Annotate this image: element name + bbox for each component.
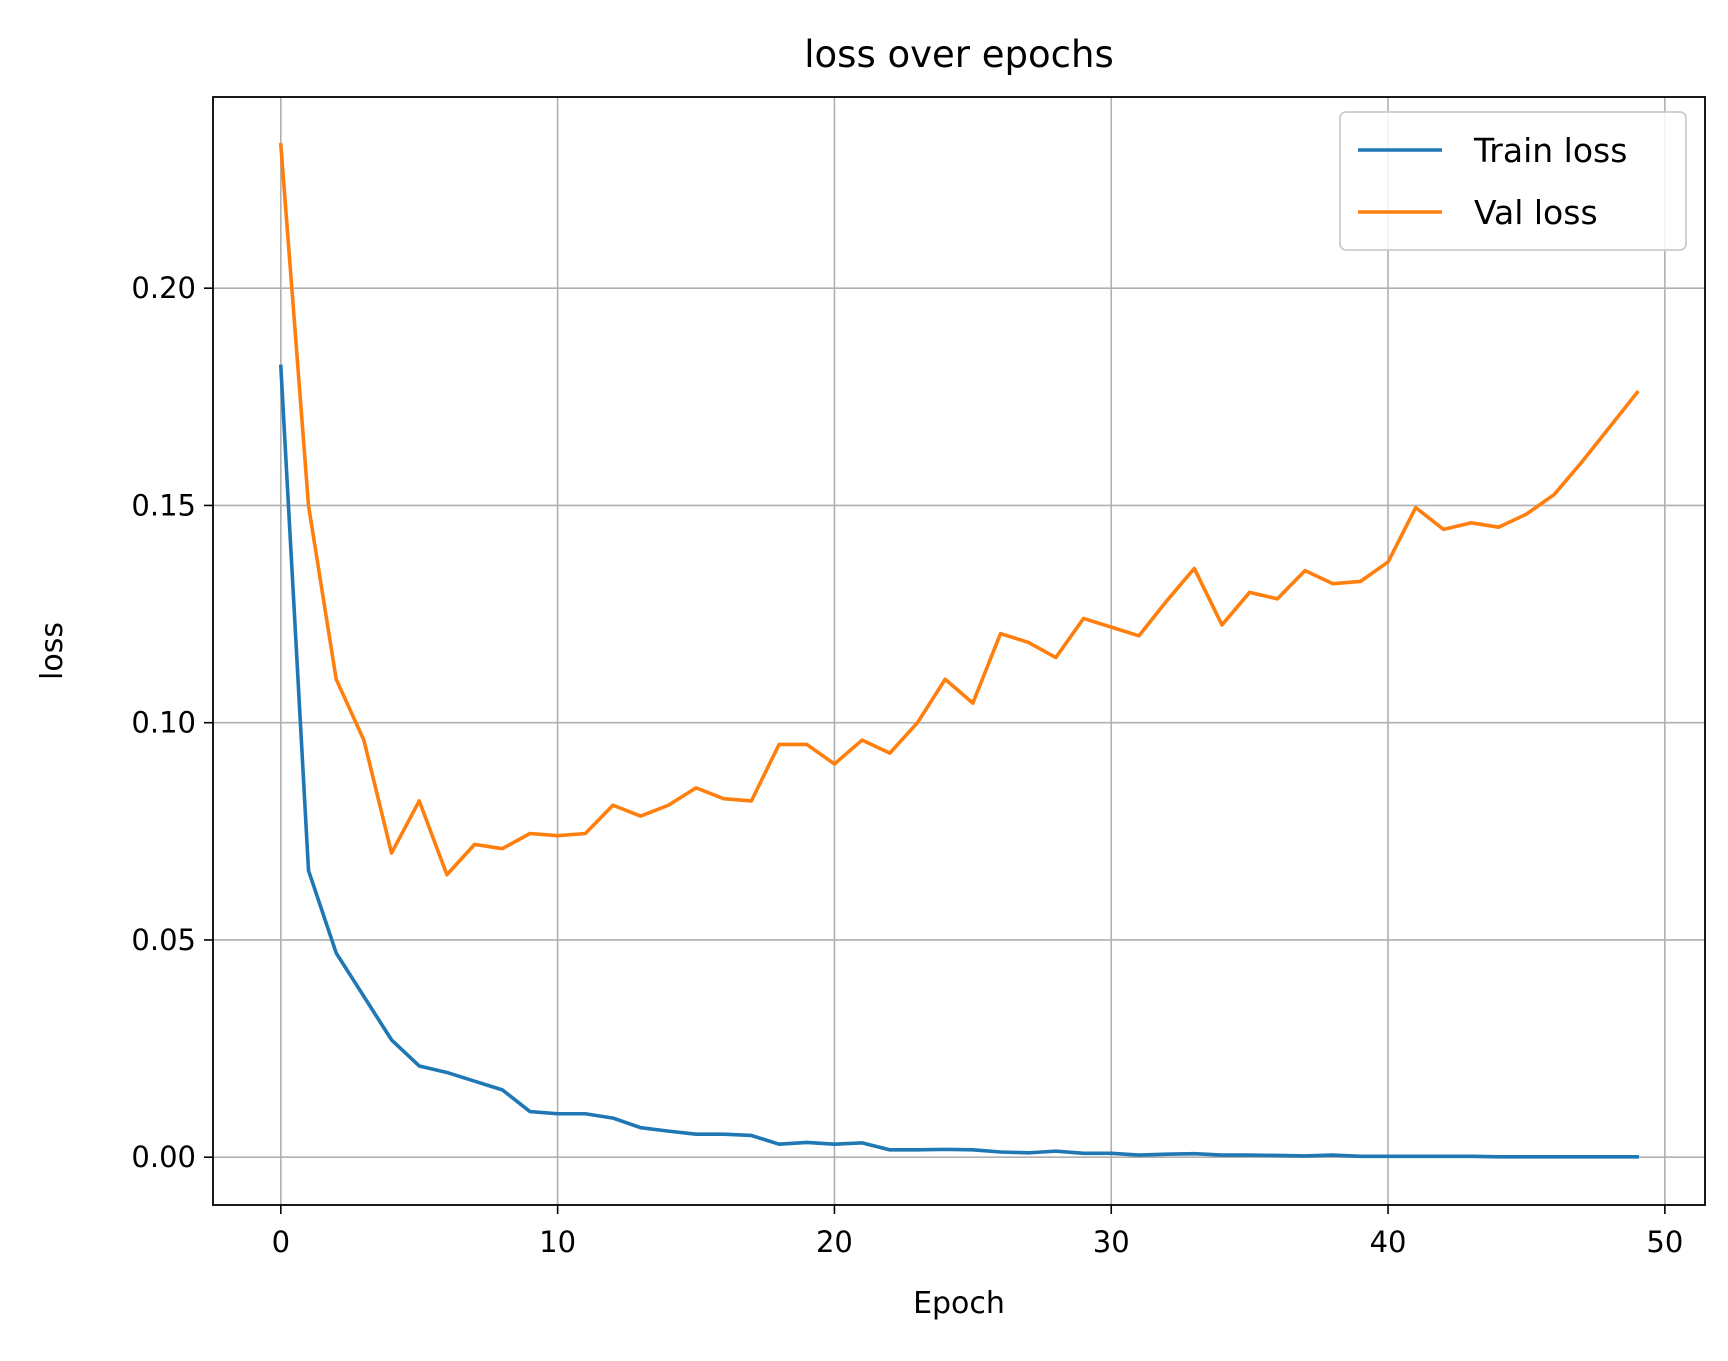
grid xyxy=(213,97,1705,1205)
series-line-train-loss xyxy=(278,364,1639,1159)
y-tick-label: 0.10 xyxy=(131,706,196,740)
legend-label: Val loss xyxy=(1474,193,1598,232)
y-axis-label: loss xyxy=(35,622,70,680)
series-layer xyxy=(278,142,1640,1159)
plot-frame xyxy=(212,96,1706,1206)
x-tick-label: 50 xyxy=(1646,1225,1683,1259)
chart-title: loss over epochs xyxy=(804,33,1113,76)
y-tick-label: 0.00 xyxy=(131,1140,196,1174)
y-tick-label: 0.20 xyxy=(131,271,196,305)
x-tick-label: 10 xyxy=(539,1225,576,1259)
legend-label: Train loss xyxy=(1473,131,1627,170)
legend: Train loss Val loss xyxy=(1339,111,1687,251)
ticks: 0 10 20 30 40 50 0.00 0.05 0.10 0.15 0.20 xyxy=(131,271,1683,1259)
x-tick-label: 0 xyxy=(272,1225,290,1259)
series-line-val-loss xyxy=(278,142,1640,877)
x-axis-label: Epoch xyxy=(913,1286,1005,1321)
y-tick-label: 0.05 xyxy=(131,923,196,957)
y-tick-label: 0.15 xyxy=(131,488,196,522)
legend-box xyxy=(1339,111,1687,251)
x-tick-label: 20 xyxy=(816,1225,853,1259)
x-tick-label: 40 xyxy=(1370,1225,1407,1259)
x-tick-label: 30 xyxy=(1093,1225,1130,1259)
